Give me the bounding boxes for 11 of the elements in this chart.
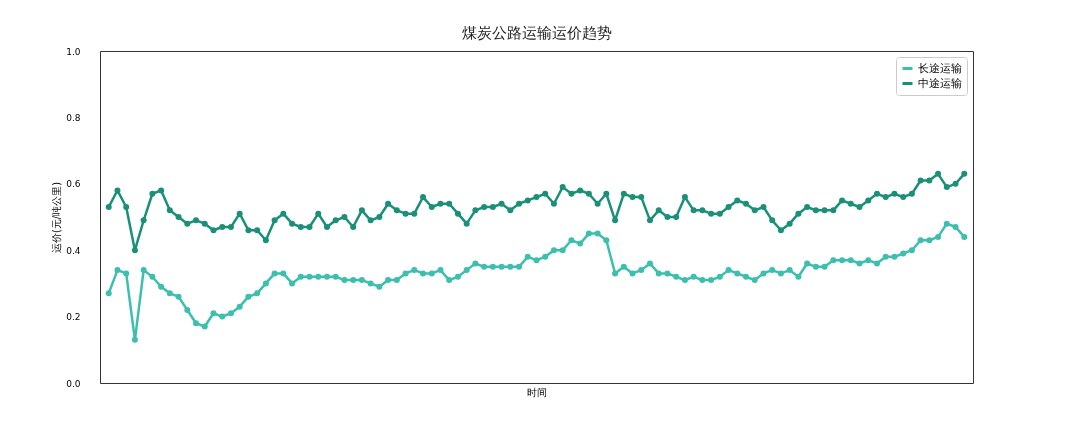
- y-tick-label: 0.0: [66, 378, 81, 389]
- y-tick-label: 0.8: [66, 112, 81, 123]
- y-axis-title: 运价(元/吨公里): [51, 181, 63, 254]
- y-tick-label: 0.4: [66, 245, 81, 256]
- y-tick-label: 0.6: [66, 179, 81, 190]
- legend-label: 中途运输: [918, 76, 962, 90]
- legend-label: 长途运输: [918, 61, 962, 75]
- y-tick-label: 1.0: [66, 46, 81, 57]
- y-tick-label: 0.2: [66, 312, 81, 323]
- x-axis-title: 时间: [527, 386, 547, 398]
- chart-title: 煤炭公路运输运价趋势: [461, 24, 612, 42]
